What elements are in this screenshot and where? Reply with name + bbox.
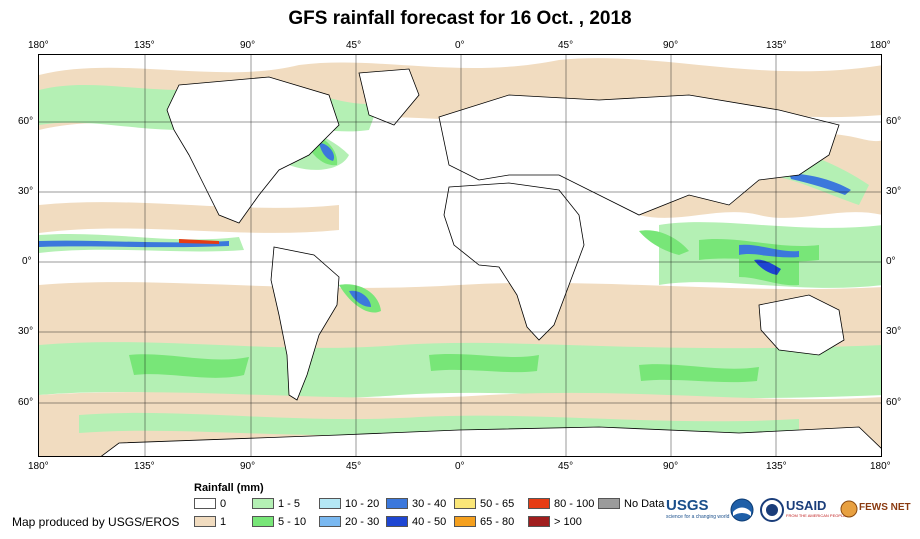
- legend-label: 30 - 40: [412, 498, 447, 510]
- usaid-seal-icon: [760, 498, 784, 528]
- lon-tick-top: 180°: [870, 40, 891, 51]
- australia: [758, 294, 845, 356]
- legend-swatch: [454, 516, 476, 527]
- lon-tick-top: 45°: [558, 40, 574, 51]
- noaa-icon: [730, 498, 754, 528]
- usaid-logo: USAID FROM THE AMERICAN PEOPLE: [786, 498, 846, 528]
- legend-label: 65 - 80: [480, 516, 515, 528]
- lon-tick-bottom: 90°: [240, 461, 256, 472]
- legend-swatch: [319, 498, 341, 509]
- legend-label: 80 - 100: [554, 498, 595, 510]
- legend-item: 20 - 30: [319, 516, 379, 528]
- north-america: [166, 76, 340, 224]
- legend-item: 0: [194, 498, 226, 510]
- lat-tick-left: 30°: [18, 186, 34, 197]
- lon-tick-top: 180°: [28, 40, 49, 51]
- lon-tick-top: 0°: [455, 40, 465, 51]
- legend-item: 1 - 5: [252, 498, 300, 510]
- legend-swatch: [252, 516, 274, 527]
- rainfall-map-svg: [39, 55, 881, 456]
- rainfall-map: [38, 54, 882, 457]
- lon-tick-top: 90°: [240, 40, 256, 51]
- legend-item: 80 - 100: [528, 498, 594, 510]
- legend-label: 0: [220, 498, 227, 510]
- legend-item: 65 - 80: [454, 516, 514, 528]
- legend-swatch: [528, 498, 550, 509]
- lat-tick-right: 30°: [886, 326, 902, 337]
- greenland: [358, 68, 420, 126]
- legend-label: 20 - 30: [345, 516, 380, 528]
- lon-tick-bottom: 0°: [455, 461, 465, 472]
- south-america: [270, 246, 340, 401]
- lon-tick-bottom: 45°: [346, 461, 362, 472]
- legend-label: No Data: [624, 498, 665, 510]
- lat-tick-right: 60°: [886, 116, 902, 127]
- lat-tick-left: 30°: [18, 326, 34, 337]
- legend-swatch: [386, 498, 408, 509]
- legend-swatch: [194, 516, 216, 527]
- lon-tick-bottom: 180°: [870, 461, 891, 472]
- map-title: GFS rainfall forecast for 16 Oct. , 2018: [288, 8, 632, 29]
- legend-item: No Data: [598, 498, 664, 510]
- lon-tick-top: 45°: [346, 40, 362, 51]
- lon-tick-top: 135°: [766, 40, 787, 51]
- legend-item: 50 - 65: [454, 498, 514, 510]
- legend-item: > 100: [528, 516, 582, 528]
- legend-swatch: [319, 516, 341, 527]
- legend-item: 10 - 20: [319, 498, 379, 510]
- lon-tick-bottom: 45°: [558, 461, 574, 472]
- legend-swatch: [252, 498, 274, 509]
- legend-label: 40 - 50: [412, 516, 447, 528]
- lat-tick-right: 60°: [886, 397, 902, 408]
- usaid-tagline: FROM THE AMERICAN PEOPLE: [786, 513, 846, 518]
- legend-label: 1 - 5: [278, 498, 301, 510]
- lat-tick-left: 0°: [22, 256, 32, 267]
- fews-logo-text: FEWS NET: [859, 502, 911, 513]
- lat-tick-left: 60°: [18, 116, 34, 127]
- usgs-logo-text: USGS: [666, 497, 709, 514]
- fews-globe-icon: [840, 500, 858, 518]
- lat-tick-left: 60°: [18, 397, 34, 408]
- usgs-logo: USGS science for a changing world: [666, 497, 730, 528]
- continents: [101, 68, 881, 456]
- lon-tick-top: 135°: [134, 40, 155, 51]
- legend-swatch: [386, 516, 408, 527]
- legend-item: 5 - 10: [252, 516, 306, 528]
- legend-label: 5 - 10: [278, 516, 307, 528]
- legend-swatch: [194, 498, 216, 509]
- legend-swatch: [528, 516, 550, 527]
- lon-tick-bottom: 135°: [766, 461, 787, 472]
- lon-tick-bottom: 135°: [134, 461, 155, 472]
- legend-title: Rainfall (mm): [194, 482, 264, 494]
- fews-logo: FEWS NET: [840, 498, 916, 528]
- lon-tick-top: 90°: [663, 40, 679, 51]
- usaid-logo-text: USAID: [786, 498, 827, 513]
- legend-item: 30 - 40: [386, 498, 446, 510]
- europe-asia: [438, 94, 840, 216]
- lon-tick-bottom: 90°: [663, 461, 679, 472]
- legend-swatch: [598, 498, 620, 509]
- legend-swatch: [454, 498, 476, 509]
- legend-item: 40 - 50: [386, 516, 446, 528]
- lon-tick-bottom: 180°: [28, 461, 49, 472]
- credit-text: Map produced by USGS/EROS: [12, 515, 180, 529]
- legend-item: 1: [194, 516, 226, 528]
- legend-label: 50 - 65: [480, 498, 515, 510]
- lat-tick-right: 0°: [886, 256, 896, 267]
- legend-label: 1: [220, 516, 227, 528]
- lat-tick-right: 30°: [886, 186, 902, 197]
- legend-label: 10 - 20: [345, 498, 380, 510]
- legend-label: > 100: [554, 516, 582, 528]
- antarctica: [101, 426, 881, 456]
- usgs-tagline: science for a changing world: [666, 514, 730, 520]
- africa: [443, 182, 585, 341]
- graticule: [39, 55, 881, 456]
